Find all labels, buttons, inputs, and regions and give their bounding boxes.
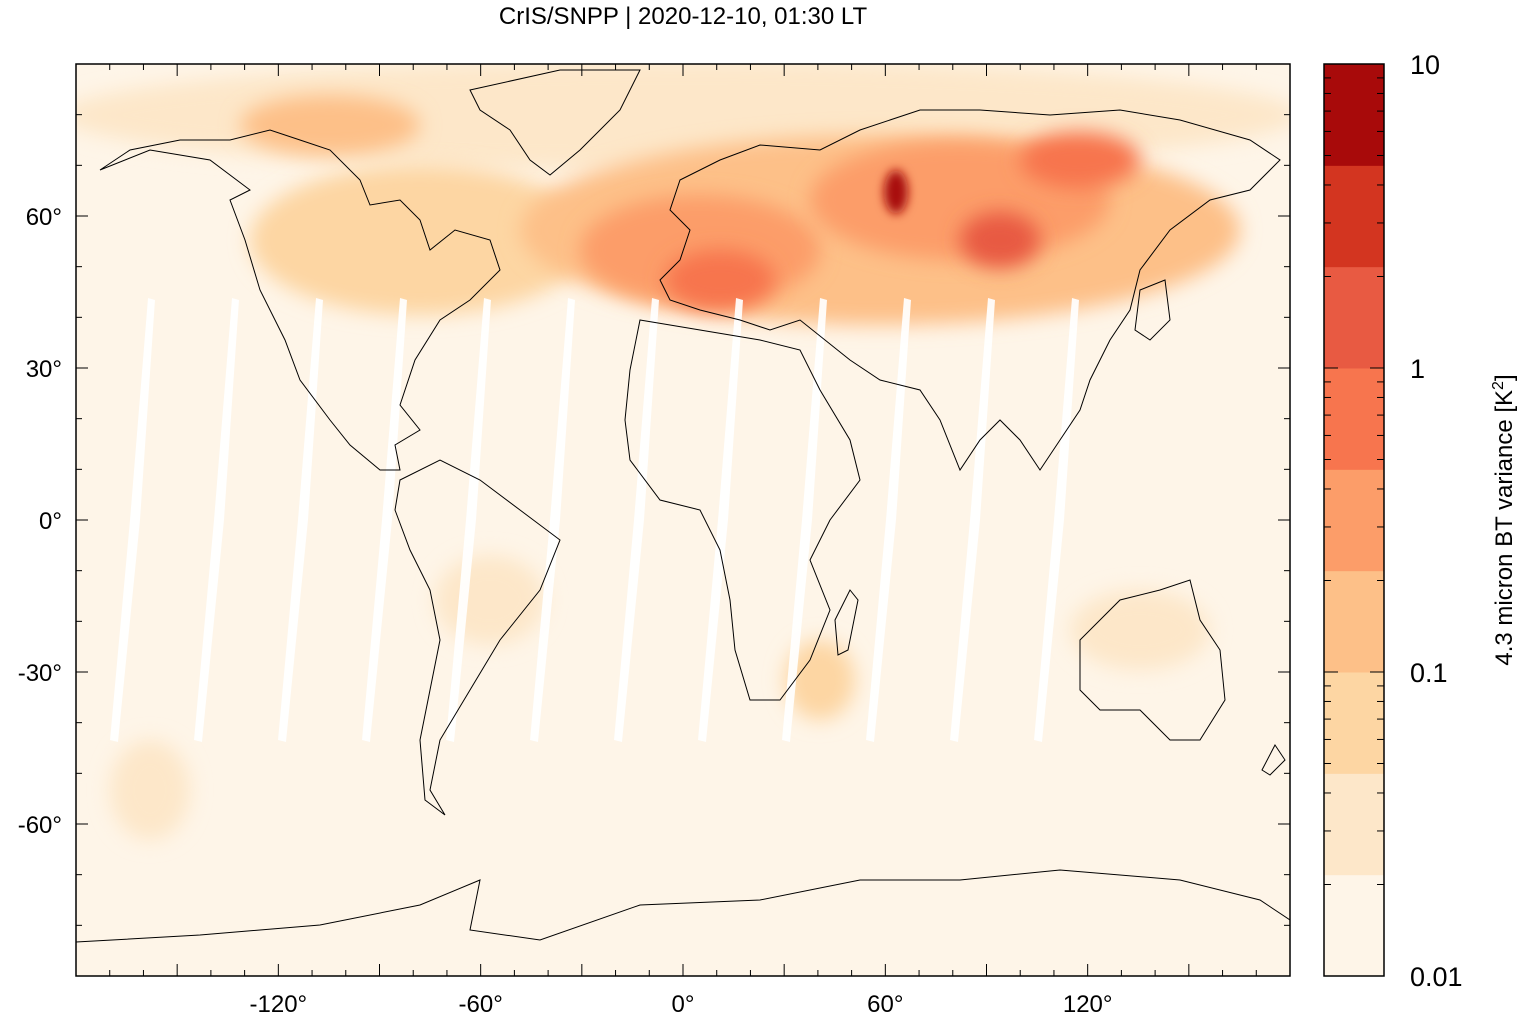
siberia-high <box>1020 132 1140 188</box>
coast-madagascar <box>834 589 859 656</box>
colorbar-band <box>1324 672 1384 774</box>
swath-gap <box>530 298 575 742</box>
y-minor-ticks <box>76 114 1290 926</box>
coast-australia <box>1079 579 1226 741</box>
colorbar-label: 4.3 micron BT variance [K2] <box>1490 374 1518 665</box>
colorbar-bands <box>1324 64 1384 977</box>
variance-maximum <box>884 170 908 214</box>
swath-gap <box>194 298 239 742</box>
x-tick-label: 120° <box>1063 991 1113 1018</box>
colorbar-band <box>1324 368 1384 470</box>
coast-new-zealand <box>1261 744 1286 776</box>
y-tick-label: 0° <box>39 508 62 535</box>
y-tick-label: -60° <box>18 812 62 839</box>
y-tick-label: 60° <box>26 204 62 231</box>
colorbar-label-superscript: 2 <box>1490 381 1507 390</box>
x-minor-ticks <box>109 64 1257 976</box>
colorbar-frame <box>1323 63 1385 977</box>
colorbar-tick-label: 10 <box>1410 50 1440 80</box>
colorbar-band <box>1324 874 1384 977</box>
coast-antarctica <box>76 869 1290 943</box>
variance-field <box>76 64 1290 840</box>
y-tick-label: 30° <box>26 356 62 383</box>
swath-gap <box>110 298 155 742</box>
colorbar-band <box>1324 570 1384 673</box>
swath-gap <box>446 298 491 742</box>
central-europe-high <box>665 250 775 310</box>
colorbar-minor-ticks <box>1324 63 1384 977</box>
swath-gap <box>278 298 323 742</box>
chart-title: CrIS/SNPP | 2020-12-10, 01:30 LT <box>499 3 868 30</box>
colorbar-tick-label: 1 <box>1410 354 1425 384</box>
coast-eurasia <box>659 109 1281 472</box>
x-axis-labels: -120° -60° 0° 60° 120° <box>250 991 1113 1018</box>
x-tick-label: 60° <box>867 991 903 1018</box>
colorbar-label-main: 4.3 micron BT variance [K <box>1491 390 1518 666</box>
coast-north-america <box>99 129 501 471</box>
colorbar-tick-label: 0.1 <box>1410 658 1448 688</box>
colorbar-band <box>1324 64 1384 166</box>
colorbar-tick-labels: 10 1 0.1 0.01 <box>1410 50 1463 992</box>
southern-africa-low <box>785 640 855 720</box>
colorbar: 10 1 0.1 0.01 4.3 micron BT variance [K2… <box>1323 50 1518 992</box>
kazakhstan-high <box>960 212 1040 268</box>
swath-gap <box>866 298 911 742</box>
x-tick-label: -60° <box>459 991 503 1018</box>
y-tick-label: -30° <box>18 660 62 687</box>
coastlines <box>76 69 1290 943</box>
swath-gap <box>698 298 743 742</box>
colorbar-band <box>1324 165 1384 268</box>
x-tick-label: -120° <box>250 991 308 1018</box>
swath-gap <box>362 298 407 742</box>
map-panel <box>76 64 1290 976</box>
colorbar-label-end: ] <box>1491 374 1518 381</box>
swath-gap <box>1034 298 1079 742</box>
x-tick-label: 0° <box>672 991 695 1018</box>
colorbar-tick-label: 0.01 <box>1410 962 1463 992</box>
colorbar-band <box>1324 469 1384 572</box>
swath-gaps <box>110 298 1079 742</box>
colorbar-band <box>1324 266 1384 369</box>
north-america-low <box>250 165 590 315</box>
coast-south-america <box>394 459 561 816</box>
swath-gap <box>782 298 827 742</box>
y-axis-labels: 60° 30° 0° -30° -60° <box>18 204 62 839</box>
swath-gap <box>950 298 995 742</box>
swath-gap <box>614 298 659 742</box>
australia-low <box>1070 590 1210 670</box>
coast-africa <box>624 319 861 701</box>
coast-greenland <box>469 69 641 176</box>
canada-arctic-moderate <box>240 95 420 155</box>
south-america-low <box>435 555 545 645</box>
south-pacific-low <box>110 740 190 840</box>
coast-japan <box>1134 279 1171 341</box>
colorbar-band <box>1324 773 1384 876</box>
